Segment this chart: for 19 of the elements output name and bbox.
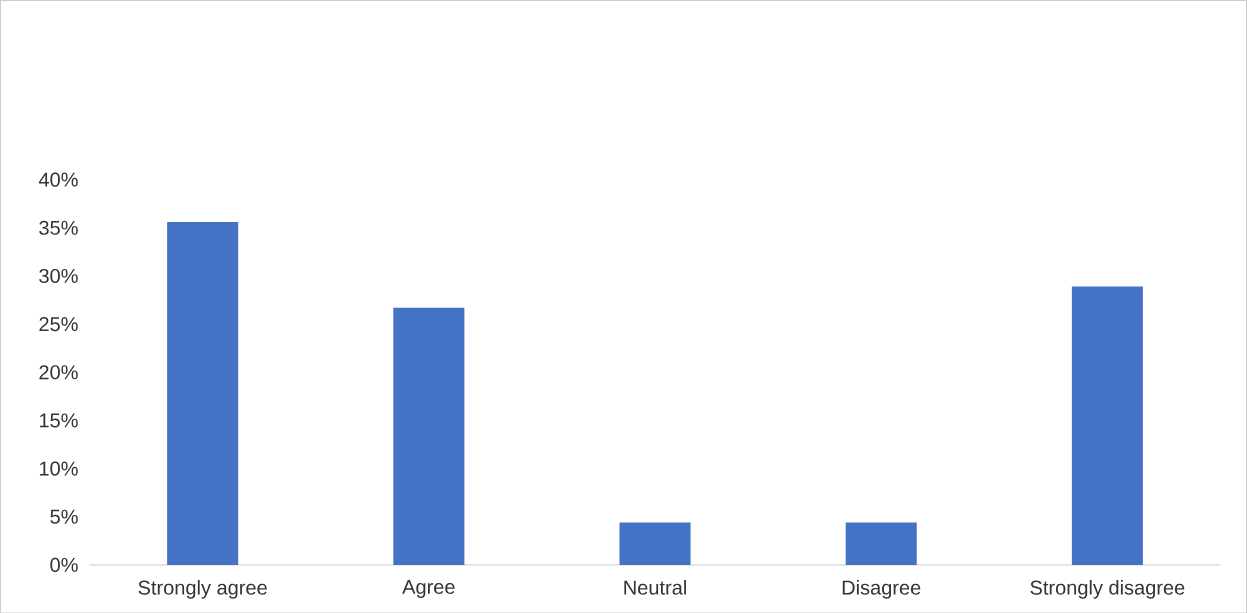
x-tick-label: Agree xyxy=(402,579,455,598)
y-tick-label: 15% xyxy=(39,413,78,428)
x-tick-label: Strongly agree xyxy=(138,579,267,599)
bar xyxy=(393,307,465,565)
x-tick-label: Strongly disagree xyxy=(1030,579,1185,599)
y-tick-label: 35% xyxy=(39,220,78,235)
bar xyxy=(167,221,239,565)
y-tick-label: 25% xyxy=(39,316,78,331)
y-tick-label: 0% xyxy=(50,557,78,572)
bar xyxy=(845,522,917,565)
x-tick-label: Disagree xyxy=(842,579,921,599)
y-tick-label: 10% xyxy=(39,461,78,476)
y-tick-label: 40% xyxy=(38,172,78,187)
bar xyxy=(1071,286,1143,565)
bar xyxy=(619,522,691,565)
y-tick-label: 30% xyxy=(39,268,78,283)
y-tick-label: 20% xyxy=(39,364,78,380)
y-tick-label: 5% xyxy=(50,509,78,524)
x-tick-label: Neutral xyxy=(624,579,686,595)
